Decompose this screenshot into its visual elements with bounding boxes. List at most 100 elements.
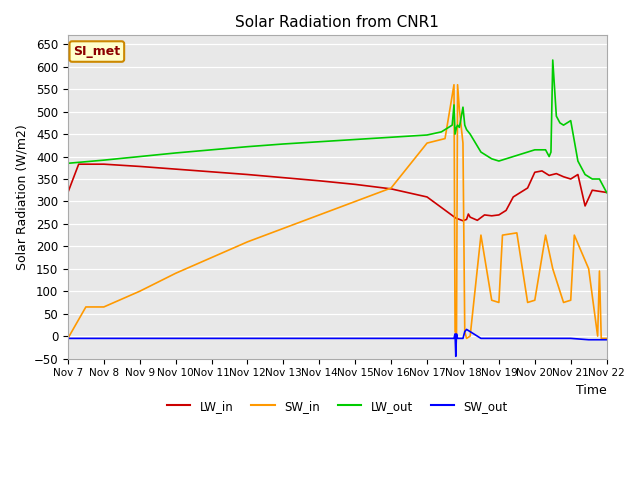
SW_in <box>541 232 549 238</box>
Line: SW_out: SW_out <box>68 329 607 356</box>
SW_in <box>531 297 539 303</box>
SW_out <box>452 331 460 337</box>
SW_in <box>244 239 252 245</box>
SW_in <box>524 300 531 305</box>
LW_out <box>574 158 582 164</box>
Legend: LW_in, SW_in, LW_out, SW_out: LW_in, SW_in, LW_out, SW_out <box>162 395 513 417</box>
LW_out <box>509 154 517 159</box>
LW_out <box>581 172 589 178</box>
SW_out <box>549 336 557 341</box>
LW_in <box>603 190 611 195</box>
SW_in <box>451 329 459 335</box>
SW_out <box>449 336 456 341</box>
SW_in <box>387 185 395 191</box>
LW_out <box>280 141 287 147</box>
LW_in <box>502 207 510 213</box>
SW_out <box>459 336 467 341</box>
Title: Solar Radiation from CNR1: Solar Radiation from CNR1 <box>236 15 439 30</box>
LW_out <box>556 120 564 126</box>
LW_out <box>459 104 467 110</box>
LW_out <box>547 149 555 155</box>
LW_out <box>552 113 560 119</box>
LW_out <box>100 157 108 163</box>
LW_out <box>463 127 470 132</box>
SW_out <box>603 337 611 343</box>
SW_in <box>459 140 467 146</box>
LW_out <box>452 124 460 130</box>
LW_in <box>280 175 287 180</box>
LW_in <box>467 214 474 220</box>
Y-axis label: Solar Radiation (W/m2): Solar Radiation (W/m2) <box>15 124 28 270</box>
SW_in <box>597 336 605 341</box>
SW_in <box>441 136 449 142</box>
SW_out <box>477 336 484 341</box>
LW_out <box>244 144 252 150</box>
LW_out <box>560 122 568 128</box>
SW_out <box>423 336 431 341</box>
SW_in <box>603 336 611 341</box>
LW_in <box>423 194 431 200</box>
LW_in <box>588 187 596 193</box>
SW_out <box>450 336 458 341</box>
SW_out <box>454 336 461 341</box>
SW_in <box>570 232 578 238</box>
LW_in <box>463 216 470 222</box>
LW_out <box>456 124 463 130</box>
LW_out <box>524 149 531 155</box>
SW_out <box>461 329 468 335</box>
LW_out <box>64 160 72 166</box>
LW_out <box>136 154 143 159</box>
LW_in <box>481 212 488 218</box>
LW_in <box>75 161 83 167</box>
LW_in <box>474 217 481 223</box>
LW_out <box>351 137 359 143</box>
LW_in <box>452 215 460 221</box>
LW_out <box>545 154 553 159</box>
SW_in <box>488 297 495 303</box>
SW_in <box>585 266 593 272</box>
SW_out <box>351 336 359 341</box>
LW_out <box>549 57 557 63</box>
SW_in <box>450 82 458 87</box>
LW_out <box>172 150 179 156</box>
SW_in <box>499 232 506 238</box>
LW_out <box>531 147 539 153</box>
LW_in <box>538 168 546 174</box>
LW_in <box>64 190 72 195</box>
LW_out <box>449 122 456 128</box>
LW_in <box>545 172 553 178</box>
SW_out <box>531 336 539 341</box>
Line: LW_out: LW_out <box>68 60 607 192</box>
LW_in <box>465 211 472 217</box>
SW_in <box>567 297 575 303</box>
LW_in <box>552 171 560 177</box>
LW_in <box>351 181 359 187</box>
LW_in <box>208 169 216 175</box>
SW_in <box>136 288 143 294</box>
LW_out <box>502 156 510 162</box>
LW_in <box>100 161 108 167</box>
SW_in <box>456 107 463 112</box>
LW_in <box>574 172 582 178</box>
SW_out <box>451 331 459 337</box>
LW_in <box>244 172 252 178</box>
SW_in <box>463 336 470 341</box>
Text: SI_met: SI_met <box>74 45 120 58</box>
SW_in <box>596 268 604 274</box>
SW_in <box>513 230 521 236</box>
X-axis label: Time: Time <box>576 384 607 397</box>
SW_out <box>567 336 575 341</box>
LW_in <box>516 190 524 195</box>
SW_in <box>495 300 503 305</box>
LW_out <box>467 131 474 137</box>
Line: SW_in: SW_in <box>68 84 607 338</box>
LW_out <box>477 149 484 155</box>
SW_in <box>477 232 484 238</box>
LW_out <box>596 176 604 182</box>
LW_out <box>488 156 495 162</box>
LW_out <box>541 147 549 153</box>
SW_out <box>64 336 72 341</box>
LW_in <box>581 203 589 209</box>
SW_in <box>560 300 568 305</box>
SW_out <box>456 336 463 341</box>
